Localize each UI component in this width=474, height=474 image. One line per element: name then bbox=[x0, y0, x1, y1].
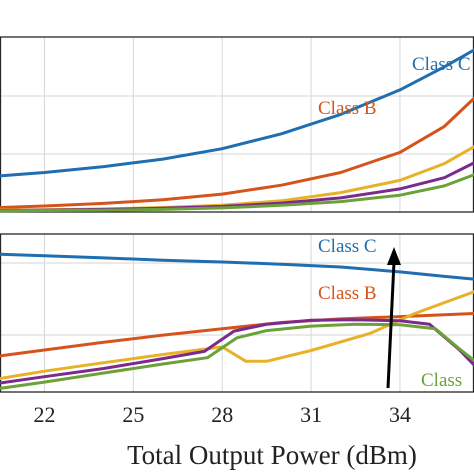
top-panel bbox=[0, 36, 474, 213]
series-line-series-3 bbox=[0, 145, 474, 212]
annotation-bottom-class-b: Class B bbox=[318, 283, 377, 304]
series-line-series-5 bbox=[0, 173, 474, 213]
series-line-class-c bbox=[0, 48, 474, 178]
arrow-head bbox=[387, 247, 401, 265]
series-line-class bbox=[0, 322, 474, 390]
series-line-class-b bbox=[0, 312, 474, 358]
x-tick-label: 31 bbox=[300, 402, 322, 427]
grid bbox=[0, 37, 474, 212]
x-tick-label: 25 bbox=[122, 402, 144, 427]
x-tick-label: 34 bbox=[389, 402, 411, 427]
series-line-series-3 bbox=[0, 290, 474, 380]
x-axis-title: Total Output Power (dBm) bbox=[127, 440, 417, 470]
x-tick-label: 22 bbox=[33, 402, 55, 427]
annotation-top-class-b: Class B bbox=[318, 98, 377, 119]
x-tick-labels: 22 25 28 31 34 bbox=[33, 402, 411, 427]
series-line-class-c bbox=[0, 252, 474, 281]
plot-frame bbox=[0, 36, 474, 213]
annotation-bottom-class: Class bbox=[421, 370, 462, 391]
arrow bbox=[386, 247, 401, 389]
annotation-bottom-class-c: Class C bbox=[318, 236, 377, 257]
x-tick-label: 28 bbox=[211, 402, 233, 427]
series-line-class-b bbox=[0, 96, 474, 209]
arrow-shaft bbox=[386, 261, 396, 389]
annotation-top-class-c: Class C bbox=[412, 54, 471, 75]
bottom-panel bbox=[0, 233, 474, 393]
series-line-series-4 bbox=[0, 318, 474, 385]
